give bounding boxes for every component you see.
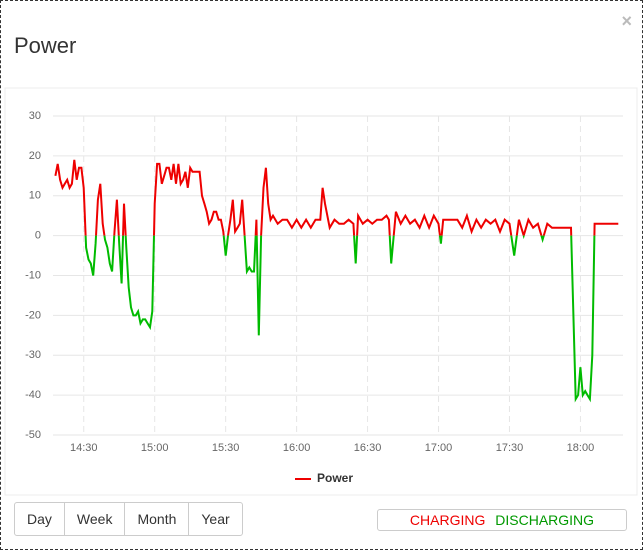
legend-label: Power — [317, 471, 353, 485]
y-tick-label: -50 — [25, 429, 41, 441]
x-tick-label: 15:30 — [212, 442, 240, 454]
y-tick-label: -40 — [25, 389, 41, 401]
status-box: CHARGING DISCHARGING — [377, 509, 627, 531]
x-tick-label: 16:30 — [354, 442, 382, 454]
x-tick-label: 16:00 — [283, 442, 311, 454]
x-tick-label: 17:00 — [425, 442, 453, 454]
series-line — [54, 159, 619, 236]
y-tick-label: 30 — [29, 110, 41, 122]
range-button[interactable]: Month — [124, 503, 188, 535]
y-tick-label: -30 — [25, 349, 41, 361]
discharging-label: DISCHARGING — [495, 512, 595, 528]
range-buttons: Day Week Month Year — [14, 502, 243, 536]
x-tick-label: 17:30 — [496, 442, 524, 454]
y-tick-label: -20 — [25, 309, 41, 321]
charging-label: CHARGING — [409, 512, 486, 528]
range-button[interactable]: Week — [63, 503, 125, 535]
range-button[interactable]: Year — [188, 503, 241, 535]
y-tick-label: 0 — [35, 230, 41, 242]
y-tick-label: 10 — [29, 190, 41, 202]
series-line — [84, 235, 596, 403]
y-tick-label: 20 — [29, 150, 41, 162]
modal-title: Power — [14, 33, 77, 58]
range-button[interactable]: Day — [27, 511, 52, 527]
x-tick-label: 15:00 — [141, 442, 169, 454]
x-tick-label: 14:30 — [70, 442, 98, 454]
close-button[interactable]: × — [621, 11, 632, 31]
x-tick-label: 18:00 — [567, 442, 595, 454]
y-tick-label: -10 — [25, 269, 41, 281]
chart-panel — [4, 87, 638, 496]
